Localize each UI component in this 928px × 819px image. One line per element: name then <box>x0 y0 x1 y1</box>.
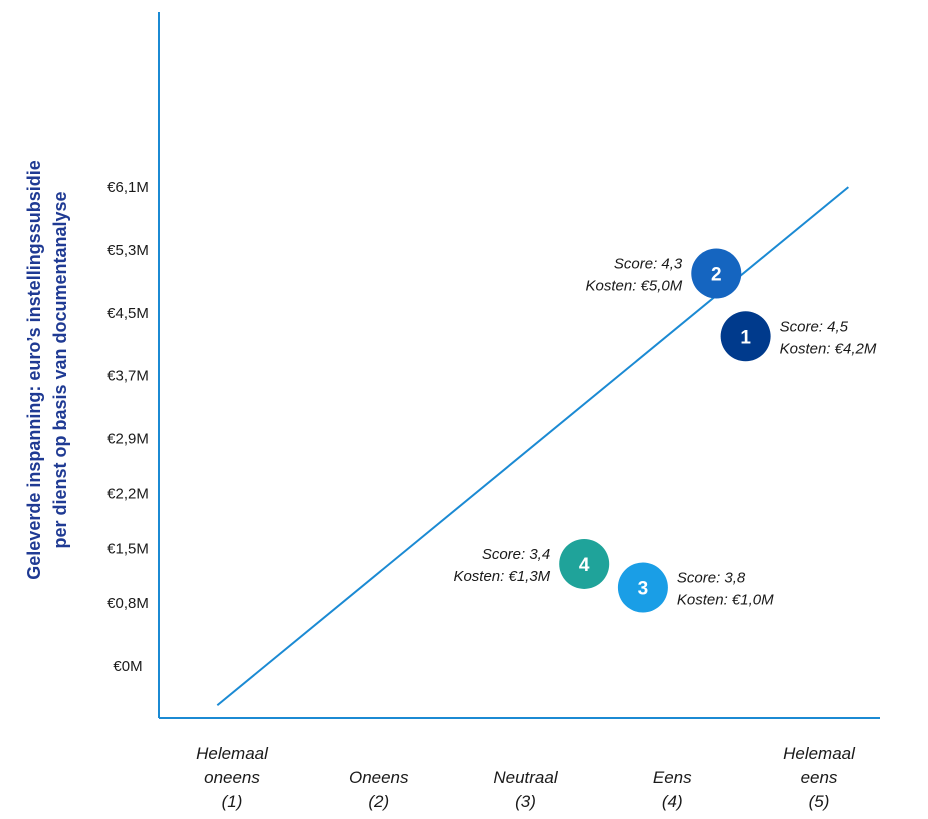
data-point-3: 3 Score: 3,8 Kosten: €1,0M <box>617 562 774 613</box>
data-point-1: 1 Score: 4,5 Kosten: €4,2M <box>720 311 877 362</box>
x-tick-label-line: Eens <box>653 768 692 787</box>
x-tick-label-line: (3) <box>515 792 536 811</box>
x-tick-label-line: (5) <box>809 792 830 811</box>
data-point-score-label: Score: 4,3 <box>614 256 683 273</box>
y-tick-label: €0,8M <box>107 595 149 612</box>
x-tick-label-line: Helemaal <box>783 744 856 763</box>
data-point-score-label: Score: 3,4 <box>482 546 550 563</box>
x-tick-label: Helemaal oneens (1) <box>196 744 269 811</box>
x-tick-label-line: Oneens <box>349 768 409 787</box>
x-tick-label: Neutraal (3) <box>493 768 558 811</box>
data-point-marker <box>617 562 668 613</box>
data-point-marker <box>691 248 742 299</box>
y-axis-label-line-1: Geleverde inspanning: euro’s instellings… <box>24 160 44 579</box>
x-tick-label-line: Helemaal <box>196 744 269 763</box>
data-point-4: 4 Score: 3,4 Kosten: €1,3M <box>453 538 610 589</box>
axes <box>158 12 880 719</box>
y-tick-label: €4,5M <box>107 305 149 322</box>
reference-line-group <box>216 186 849 707</box>
y-tick-label: €2,9M <box>107 430 149 447</box>
y-tick-label: €0M <box>113 658 142 675</box>
data-point-marker <box>559 538 610 589</box>
data-point-cost-label: Kosten: €1,3M <box>453 568 550 585</box>
data-point-number: 3 <box>638 579 649 600</box>
data-point-marker <box>720 311 771 362</box>
data-point-score-label: Score: 3,8 <box>677 570 746 587</box>
data-point-score-label: Score: 4,5 <box>780 318 849 335</box>
data-points: 1 Score: 4,5 Kosten: €4,2M 2 Score: 4,3 Koste… <box>453 248 877 613</box>
data-point-number: 4 <box>579 555 590 576</box>
y-axis-label: Geleverde inspanning: euro’s instellings… <box>24 160 70 579</box>
y-tick-labels: €0M €0,8M €1,5M €2,2M €2,9M €3,7M €4,5M €5,3M €6… <box>107 179 149 675</box>
y-tick-label: €3,7M <box>107 368 149 385</box>
data-point-cost-label: Kosten: €4,2M <box>780 340 877 357</box>
reference-line <box>216 186 849 707</box>
y-tick-label: €2,2M <box>107 485 149 502</box>
x-tick-label: Oneens (2) <box>349 768 409 811</box>
x-tick-label-line: oneens <box>204 768 260 787</box>
data-point-2: 2 Score: 4,3 Kosten: €5,0M <box>586 248 742 299</box>
data-point-cost-label: Kosten: €1,0M <box>677 592 774 609</box>
x-tick-label: Eens (4) <box>653 768 692 811</box>
y-tick-label: €5,3M <box>107 242 149 259</box>
x-tick-label: Helemaal eens (5) <box>783 744 856 811</box>
y-tick-label: €6,1M <box>107 179 149 196</box>
data-point-number: 1 <box>740 327 751 348</box>
data-point-number: 2 <box>711 265 722 286</box>
y-tick-label: €1,5M <box>107 540 149 557</box>
x-tick-labels: Helemaal oneens (1) Oneens (2) Neutraal (3) Een… <box>196 744 856 811</box>
x-tick-label-line: Neutraal <box>493 768 558 787</box>
y-axis-label-line-2: per dienst op basis van documentanalyse <box>50 191 70 548</box>
x-tick-label-line: (2) <box>368 792 389 811</box>
x-tick-label-line: (4) <box>662 792 683 811</box>
x-tick-label-line: eens <box>801 768 838 787</box>
data-point-cost-label: Kosten: €5,0M <box>586 278 683 295</box>
x-tick-label-line: (1) <box>222 792 243 811</box>
